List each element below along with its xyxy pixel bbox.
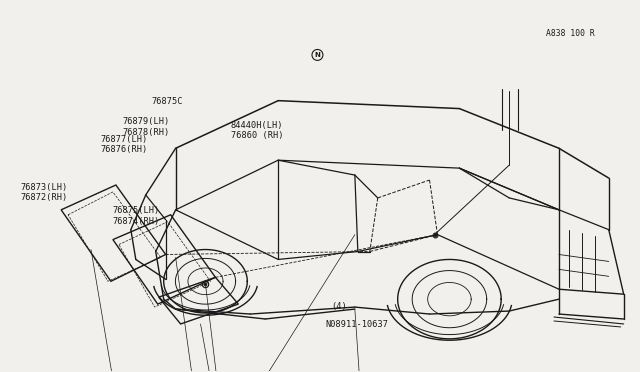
Text: 76860 (RH): 76860 (RH) bbox=[231, 131, 284, 140]
Text: 84440H(LH): 84440H(LH) bbox=[231, 121, 284, 130]
Text: N08911-10637: N08911-10637 bbox=[325, 320, 388, 328]
Text: 76879(LH): 76879(LH) bbox=[122, 117, 170, 126]
Text: N: N bbox=[314, 52, 321, 58]
Text: (4): (4) bbox=[332, 302, 348, 311]
Text: 76874(RH): 76874(RH) bbox=[113, 217, 160, 227]
Text: 76875C: 76875C bbox=[151, 97, 182, 106]
Text: 76876(RH): 76876(RH) bbox=[100, 145, 147, 154]
Text: A838 100 R: A838 100 R bbox=[546, 29, 595, 38]
Text: 76873(LH): 76873(LH) bbox=[20, 183, 68, 192]
Text: 76877(LH): 76877(LH) bbox=[100, 135, 147, 144]
Text: 76875(LH): 76875(LH) bbox=[113, 206, 160, 215]
Text: 76872(RH): 76872(RH) bbox=[20, 193, 68, 202]
Text: 76878(RH): 76878(RH) bbox=[122, 128, 170, 137]
